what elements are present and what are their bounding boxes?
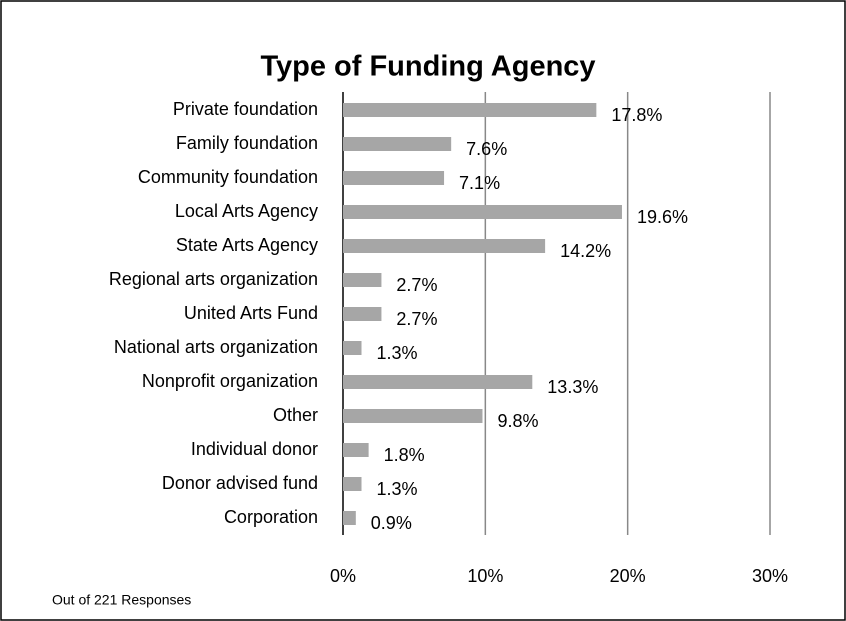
footnote: Out of 221 Responses <box>52 592 191 608</box>
data-label: 7.6% <box>466 139 507 159</box>
bar <box>343 409 483 423</box>
y-tick-label: Local Arts Agency <box>175 201 318 221</box>
bar <box>343 477 362 491</box>
bar <box>343 307 382 321</box>
chart-title: Type of Funding Agency <box>260 51 595 83</box>
bar <box>343 511 356 525</box>
y-tick-label: Family foundation <box>176 133 318 153</box>
bar <box>343 239 546 253</box>
bar <box>343 103 597 117</box>
bar <box>343 273 382 287</box>
data-label: 2.7% <box>396 275 437 295</box>
y-tick-label: Other <box>273 405 318 425</box>
bar <box>343 375 533 389</box>
data-label: 1.3% <box>377 479 418 499</box>
data-label: 9.8% <box>497 411 538 431</box>
y-tick-label: Individual donor <box>191 439 318 459</box>
x-tick-label: 10% <box>467 566 503 586</box>
bar <box>343 443 369 457</box>
y-tick-label: Nonprofit organization <box>142 371 318 391</box>
bar <box>343 205 622 219</box>
y-tick-label: National arts organization <box>114 337 318 357</box>
y-tick-label: Corporation <box>224 507 318 527</box>
y-tick-label: Private foundation <box>173 99 318 119</box>
data-label: 1.8% <box>384 445 425 465</box>
bar <box>343 137 452 151</box>
y-tick-label: Donor advised fund <box>162 473 318 493</box>
bar <box>343 171 445 185</box>
data-label: 0.9% <box>371 513 412 533</box>
x-tick-label: 30% <box>752 566 788 586</box>
y-tick-label: Community foundation <box>138 167 318 187</box>
bar <box>343 341 362 355</box>
data-label: 1.3% <box>377 343 418 363</box>
data-label: 14.2% <box>560 241 611 261</box>
y-tick-label: State Arts Agency <box>176 235 318 255</box>
data-label: 13.3% <box>547 377 598 397</box>
x-tick-label: 20% <box>610 566 646 586</box>
y-tick-label: Regional arts organization <box>109 269 318 289</box>
data-label: 7.1% <box>459 173 500 193</box>
y-tick-label: United Arts Fund <box>184 303 318 323</box>
data-label: 17.8% <box>611 105 662 125</box>
data-label: 2.7% <box>396 309 437 329</box>
x-tick-label: 0% <box>330 566 356 586</box>
data-label: 19.6% <box>637 207 688 227</box>
